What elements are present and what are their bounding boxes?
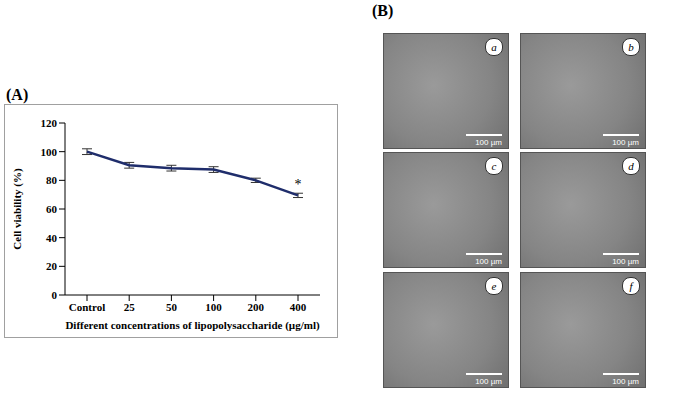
svg-text:200: 200 <box>248 301 265 313</box>
svg-text:25: 25 <box>124 301 136 313</box>
svg-text:40: 40 <box>46 232 58 244</box>
svg-text:*: * <box>295 177 302 192</box>
html-text:100 µm: 100 µm <box>475 257 502 266</box>
svg-text:100: 100 <box>205 301 222 313</box>
svg-text:120: 120 <box>41 117 58 129</box>
html-text:100 µm: 100 µm <box>612 257 639 266</box>
html-text:d: d <box>628 160 634 172</box>
html-text:(B): (B) <box>372 2 394 19</box>
html-text:e: e <box>491 280 497 292</box>
html-text:b: b <box>628 41 634 53</box>
html-text:100 µm: 100 µm <box>475 377 502 386</box>
html-text:a: a <box>491 41 497 53</box>
svg-text:Control: Control <box>69 301 105 313</box>
svg-text:400: 400 <box>290 301 307 313</box>
svg-text:100: 100 <box>41 146 58 158</box>
svg-text:20: 20 <box>46 260 58 272</box>
html-text:f: f <box>629 280 633 292</box>
html-text:100 µm: 100 µm <box>475 138 502 147</box>
svg-text:0: 0 <box>52 289 58 301</box>
svg-text:80: 80 <box>46 174 58 186</box>
html-text:100 µm: 100 µm <box>612 138 639 147</box>
svg-text:60: 60 <box>46 203 58 215</box>
html-text:100 µm: 100 µm <box>612 377 639 386</box>
html-text:c: c <box>491 160 497 172</box>
svg-text:Different concentrations of li: Different concentrations of lipopolysacc… <box>65 319 320 332</box>
html-text:(A): (A) <box>6 86 29 103</box>
svg-text:50: 50 <box>166 301 178 313</box>
svg-text:Cell viability (%): Cell viability (%) <box>11 168 24 250</box>
